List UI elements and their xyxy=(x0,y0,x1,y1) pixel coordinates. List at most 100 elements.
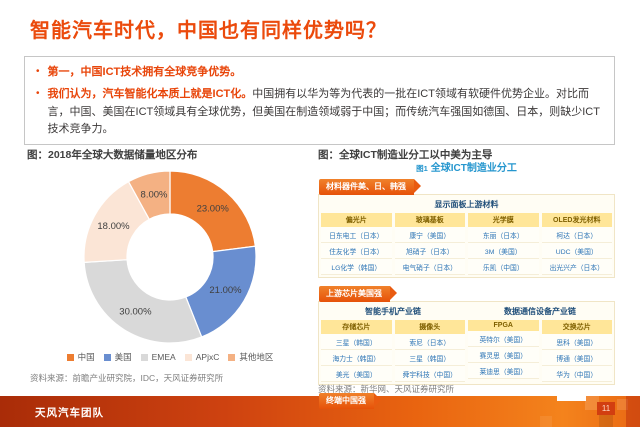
legend-label: 中国 xyxy=(77,352,95,362)
company-cell: 旭硝子（日本） xyxy=(394,243,465,259)
pie-value-label: 18.00% xyxy=(97,221,130,232)
ict-section: 材料器件美、日、韩强显示面板上游材料偏光片 日东电工（日本） 住友化学（日本） LG化… xyxy=(318,176,615,278)
column-header: 光学膜 xyxy=(468,213,539,227)
company-cell: 3M（美国） xyxy=(468,243,539,259)
ict-title-prefix: 图1 xyxy=(416,164,428,173)
company-cell: 华为（中国） xyxy=(541,366,612,382)
company-cell: 三星（韩国） xyxy=(394,350,465,366)
company-cell: 赛灵思（美国） xyxy=(468,347,539,363)
legend-item-EMEA: EMEA xyxy=(140,352,176,362)
bullet-marker: • xyxy=(36,87,40,99)
company-cell: 莱迪思（美国） xyxy=(468,363,539,379)
footer-mosaic-tile xyxy=(540,416,552,427)
column-header: 摄像头 xyxy=(394,320,465,334)
table-column: 存储芯片 三星（韩国） 海力士（韩国） 美光（美国） xyxy=(321,320,392,382)
company-cell: 英特尔（美国） xyxy=(468,331,539,347)
bullet-2: • 我们认为，汽车智能化本质上就是ICT化。中国拥有以华为等为代表的一批在ICT… xyxy=(33,86,604,139)
legend-swatch xyxy=(66,353,74,361)
section-banner: 材料器件美、日、韩强 xyxy=(319,178,421,195)
company-cell: 海力士（韩国） xyxy=(321,350,392,366)
company-cell: UDC（美国） xyxy=(541,243,612,259)
summary-box: • 第一，中国ICT技术拥有全球竞争优势。 • 我们认为，汽车智能化本质上就是I… xyxy=(24,56,615,145)
group-header: 智能手机产业链 xyxy=(365,307,421,316)
left-figure-caption: 图：2018年全球大数据储量地区分布 xyxy=(27,149,198,161)
footer-mosaic-tile xyxy=(599,413,613,427)
company-cell: 电气硝子（日本） xyxy=(394,259,465,275)
ict-sections: 材料器件美、日、韩强显示面板上游材料偏光片 日东电工（日本） 住友化学（日本） LG化… xyxy=(318,176,615,427)
pie-slice-中国 xyxy=(169,170,256,253)
column-header: 交换芯片 xyxy=(541,320,612,334)
footer-mosaic-tile xyxy=(585,396,599,410)
bullet-1: • 第一，中国ICT技术拥有全球竞争优势。 xyxy=(33,64,604,82)
column-header: 偏光片 xyxy=(321,213,392,227)
legend-item-中国: 中国 xyxy=(66,351,95,363)
donut-chart: 23.00% 21.00% 30.00% 18.00% 8.00% xyxy=(83,170,257,344)
ict-diagram: 图1 全球ICT制造业分工 材料器件美、日、韩强显示面板上游材料偏光片 日东电工（日… xyxy=(318,159,615,427)
table-column: 偏光片 日东电工（日本） 住友化学（日本） LG化学（韩国） xyxy=(321,213,392,275)
group-header: 数据通信设备产业链 xyxy=(504,307,576,316)
section-banner: 终端中国强 xyxy=(319,392,381,409)
company-cell: LG化学（韩国） xyxy=(321,259,392,275)
left-source: 资料来源：前瞻产业研究院，IDC，天风证券研究所 xyxy=(30,373,224,383)
company-cell: 出光兴产（日本） xyxy=(541,259,612,275)
group-header: 显示面板上游材料 xyxy=(434,200,499,209)
company-cell: 日东电工（日本） xyxy=(321,227,392,243)
footer-team-label: 天风汽车团队 xyxy=(35,407,104,419)
legend-item-美国: 美国 xyxy=(103,351,132,363)
section-table: 智能手机产业链 数据通信设备产业链 存储芯片 三星（韩国） 海力士（韩国） 美光（美国）摄… xyxy=(318,301,615,385)
legend-swatch xyxy=(103,353,111,361)
legend-label: EMEA xyxy=(151,352,176,362)
page-title: 智能汽车时代，中国也有同样优势吗？ xyxy=(30,20,387,42)
column-header: 玻璃基板 xyxy=(394,213,465,227)
footer-notch xyxy=(557,396,586,401)
right-source: 资料来源：新华网、天风证券研究所 xyxy=(318,384,455,394)
company-cell: 住友化学（日本） xyxy=(321,243,392,259)
company-cell: 康宁（美国） xyxy=(394,227,465,243)
ict-title-text: 全球ICT制造业分工 xyxy=(430,163,517,174)
company-cell: 乐凯（中国） xyxy=(468,259,539,275)
pie-slice-EMEA xyxy=(83,259,203,344)
table-column: 交换芯片 思科（美国） 博通（美国） 华为（中国） xyxy=(541,320,612,382)
legend-item-APjxC: APjxC xyxy=(184,352,220,362)
legend-swatch xyxy=(140,353,148,361)
company-cell: 三星（韩国） xyxy=(321,334,392,350)
ict-diagram-title: 图1 全球ICT制造业分工 xyxy=(318,159,615,174)
table-column: 光学膜 东丽（日本） 3M（美国） 乐凯（中国） xyxy=(468,213,539,275)
company-cell: 美光（美国） xyxy=(321,366,392,382)
table-column: OLED发光材料 柯达（日本） UDC（美国） 出光兴产（日本） xyxy=(541,213,612,275)
pie-value-label: 8.00% xyxy=(141,190,168,201)
legend-label: 美国 xyxy=(114,352,132,362)
pie-slice-其他地区 xyxy=(127,170,171,221)
page-number: 11 xyxy=(597,402,615,415)
column-header: FPGA xyxy=(468,320,539,331)
company-cell: 思科（美国） xyxy=(541,334,612,350)
table-column: 摄像头 索尼（日本） 三星（韩国） 舜宇科技（中国） xyxy=(394,320,465,382)
bullet-2-text: 中国拥有以华为等为代表的一批在ICT领域有软硬件优势企业。对比而言，中国、美国在… xyxy=(47,87,600,136)
footer-mosaic-tile xyxy=(626,396,640,427)
company-cell: 博通（美国） xyxy=(541,350,612,366)
legend-swatch xyxy=(184,353,192,361)
legend-label: 其他地区 xyxy=(239,352,274,362)
section-table: 显示面板上游材料 偏光片 日东电工（日本） 住友化学（日本） LG化学（韩国） 玻璃基板康… xyxy=(318,194,615,278)
section-banner: 上游芯片美国强 xyxy=(319,285,397,302)
legend-swatch xyxy=(228,353,236,361)
pie-value-label: 30.00% xyxy=(119,307,152,318)
company-cell: 索尼（日本） xyxy=(394,334,465,350)
bullet-marker: • xyxy=(36,66,40,77)
company-cell: 柯达（日本） xyxy=(541,227,612,243)
right-figure-caption: 图：全球ICT制造业分工以中美为主导 xyxy=(318,149,493,161)
table-column: 玻璃基板 康宁（美国） 旭硝子（日本） 电气硝子（日本） xyxy=(394,213,465,275)
pie-value-label: 21.00% xyxy=(209,285,242,296)
bullet-1-lead: 第一，中国ICT技术拥有全球竞争优势。 xyxy=(47,66,242,78)
column-header: 存储芯片 xyxy=(321,320,392,334)
pie-value-label: 23.00% xyxy=(197,204,230,215)
footer-mosaic-tile xyxy=(617,399,628,410)
legend-item-其他地区: 其他地区 xyxy=(228,351,273,363)
company-cell: 舜宇科技（中国） xyxy=(394,366,465,382)
legend-label: APjxC xyxy=(195,352,220,362)
pie-legend: 中国 美国 EMEA APjxC 其他地区 xyxy=(27,351,313,363)
company-cell: 东丽（日本） xyxy=(468,227,539,243)
ict-section: 上游芯片美国强 智能手机产业链 数据通信设备产业链 存储芯片 三星（韩国） 海力士（韩国）… xyxy=(318,283,615,385)
bullet-2-lead: 我们认为，汽车智能化本质上就是ICT化。 xyxy=(47,87,253,100)
